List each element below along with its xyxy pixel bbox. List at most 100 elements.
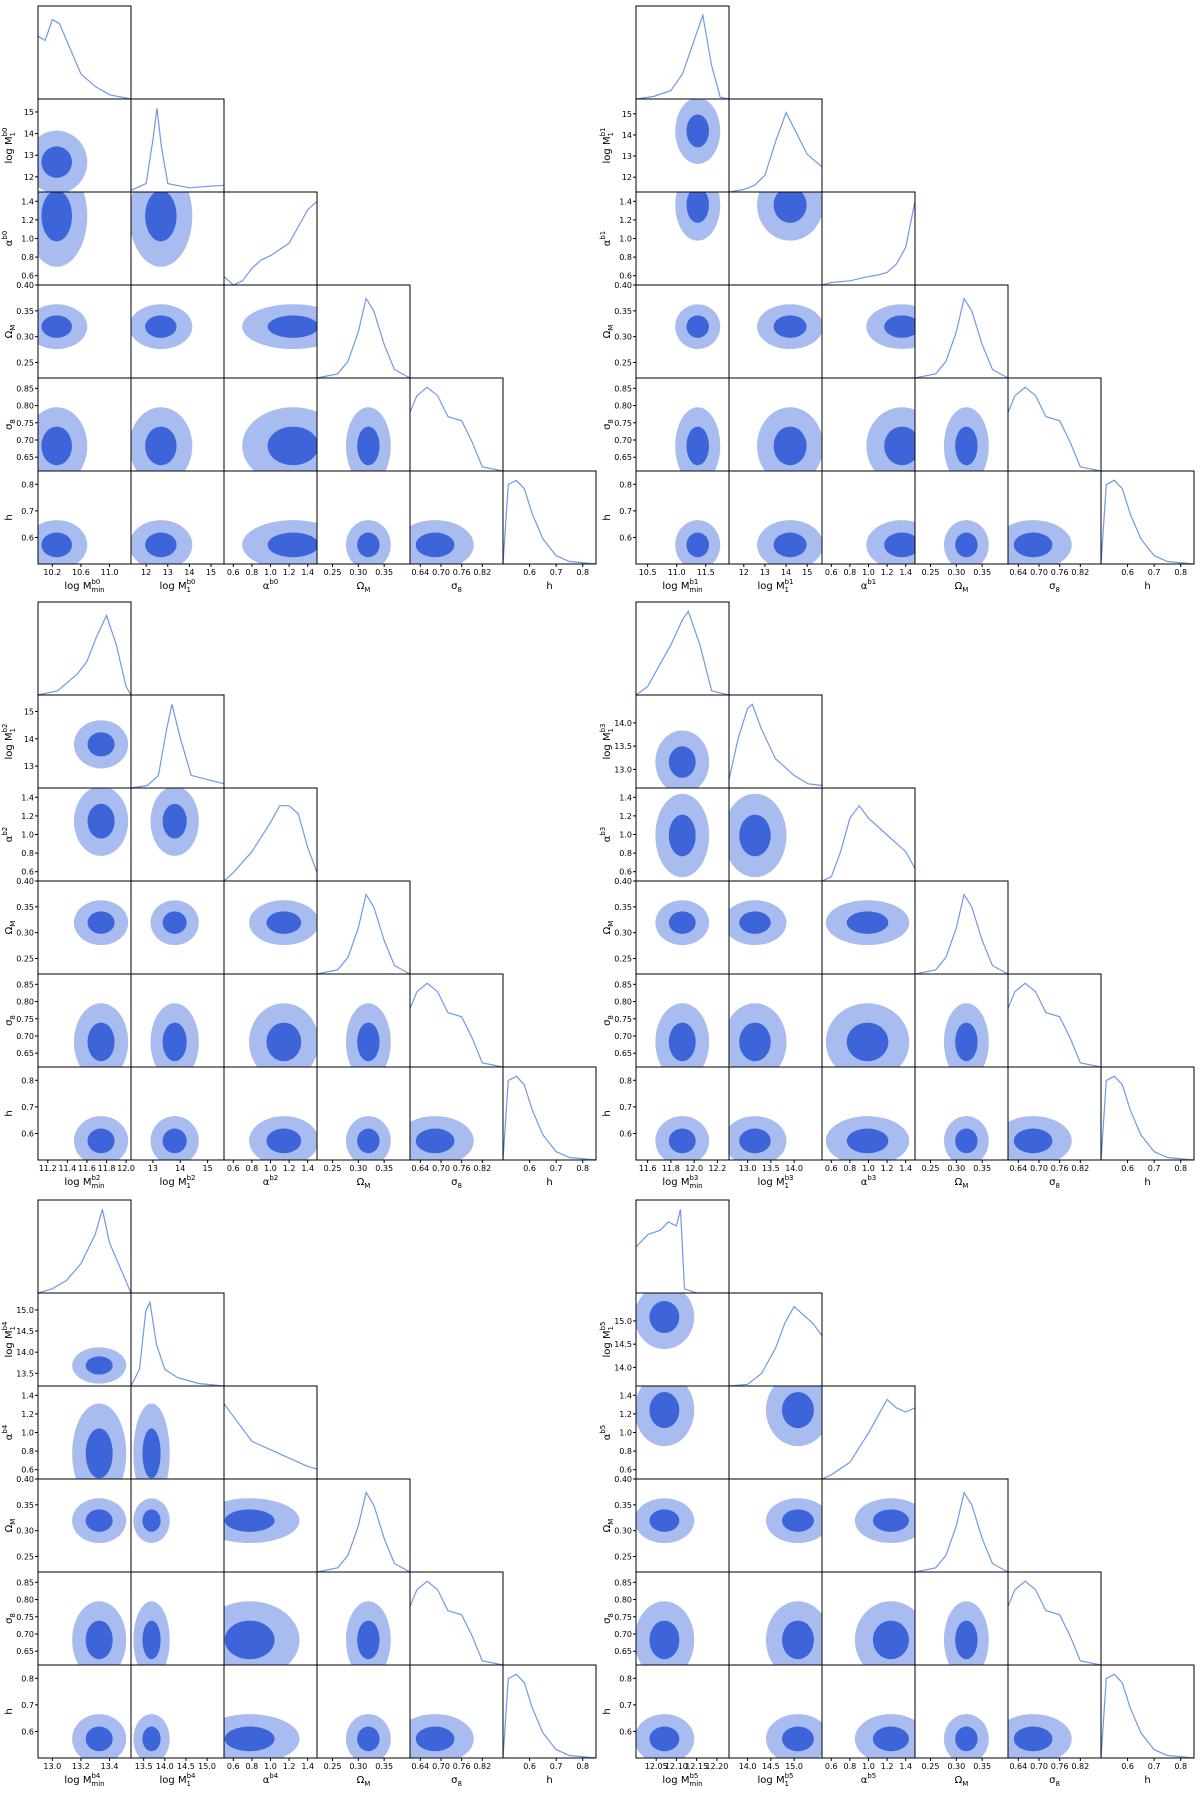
- panel: [242, 407, 317, 471]
- panel: [866, 520, 915, 564]
- panel: [729, 1305, 822, 1386]
- label-base: α: [861, 1177, 868, 1188]
- panel-frame: [409, 973, 504, 1068]
- contour-inner: [884, 315, 915, 338]
- y-tick-label: 1.4: [21, 793, 34, 802]
- y-tick-label: 0.65: [16, 453, 34, 462]
- contour-inner: [87, 803, 115, 839]
- y-tick-label: 0.6: [21, 868, 34, 877]
- x-tick-label: 0.8: [576, 568, 589, 577]
- contour-inner: [145, 315, 177, 338]
- contour-inner: [668, 911, 696, 934]
- panel: [150, 900, 199, 946]
- axis-label: σ8: [1049, 581, 1060, 594]
- x-tick-label: 13.5: [762, 1164, 780, 1173]
- y-tick-label: 0.70: [614, 1032, 632, 1041]
- panel: [636, 1601, 695, 1665]
- contour-inner: [357, 1022, 380, 1062]
- x-tick-label: 0.35: [973, 1762, 991, 1771]
- panel-frame: [1007, 973, 1102, 1068]
- density-curve: [224, 200, 317, 285]
- x-tick-label: 0.6: [523, 568, 536, 577]
- x-tick-label: 1.0: [862, 1164, 875, 1173]
- y-tick-label: 1.2: [21, 1410, 34, 1419]
- y-tick-label: 0.30: [16, 333, 34, 342]
- label-sub: 8: [457, 1780, 461, 1788]
- label-sub: 8: [607, 1613, 615, 1617]
- axis-label: αb0: [1, 231, 15, 247]
- panel: [72, 1403, 127, 1479]
- x-tick-label: 1.2: [881, 1164, 894, 1173]
- label-sup: b1: [785, 578, 794, 586]
- axis-label: log Mb0 min: [64, 578, 104, 594]
- label-base: h: [1144, 1775, 1150, 1786]
- panel: [345, 407, 391, 471]
- density-curve: [317, 296, 410, 378]
- panel: [131, 1300, 224, 1386]
- axis-label: αb1: [861, 578, 877, 592]
- axis-label: αb3: [861, 1174, 877, 1188]
- y-tick-label: 0.25: [614, 955, 632, 964]
- axis-label: h: [546, 1177, 552, 1188]
- x-tick-label: 0.7: [1148, 568, 1161, 577]
- x-tick-label: 0.8: [246, 1164, 259, 1173]
- label-base: Ω: [955, 1775, 963, 1786]
- contour-inner: [1013, 1726, 1053, 1752]
- label-sub: min: [689, 1182, 702, 1190]
- panel-frame: [130, 1292, 225, 1387]
- density-curve: [822, 1398, 915, 1479]
- panel-frame: [409, 1571, 504, 1666]
- label-base: σ: [602, 1617, 613, 1624]
- label-sup: b0: [1, 128, 9, 137]
- label-base: Ω: [4, 1524, 15, 1532]
- label-sub: M: [607, 325, 615, 331]
- y-tick-label: 12: [24, 173, 34, 182]
- y-tick-label: 1.2: [21, 812, 34, 821]
- label-sup: b3: [785, 1174, 794, 1182]
- y-tick-label: 0.85: [16, 384, 34, 393]
- y-tick-label: 0.8: [619, 849, 632, 858]
- panel: [72, 1498, 127, 1544]
- axis-label: h: [1144, 581, 1150, 592]
- y-tick-label: 13.0: [614, 765, 632, 774]
- panel: [38, 520, 88, 564]
- contour-inner: [145, 192, 177, 242]
- panel: [249, 1116, 317, 1160]
- label-sub: 1: [186, 586, 190, 594]
- x-tick-label: 13.4: [101, 1762, 119, 1771]
- density-curve: [317, 1490, 410, 1572]
- panel-frame: [728, 694, 823, 789]
- density-curve: [503, 1075, 596, 1160]
- contour-inner: [955, 532, 978, 558]
- panel: [729, 1003, 787, 1067]
- panel: [675, 407, 721, 471]
- x-tick-label: 0.70: [1030, 568, 1048, 577]
- contour-inner: [739, 1022, 771, 1062]
- panel-frame: [821, 191, 916, 286]
- density-curve: [503, 479, 596, 564]
- x-tick-label: 14.5: [762, 1762, 780, 1771]
- label-sub: M: [364, 1182, 370, 1190]
- contour-inner: [668, 746, 696, 778]
- label-sup: b2: [187, 1174, 196, 1182]
- x-tick-label: 1.4: [899, 1762, 912, 1771]
- x-tick-label: 14: [175, 1164, 185, 1173]
- contour-inner: [884, 426, 915, 466]
- y-tick-label: 0.25: [16, 1553, 34, 1562]
- panel: [1008, 1116, 1072, 1160]
- panel: [1008, 520, 1072, 564]
- label-base: Ω: [4, 926, 15, 934]
- label-base: h: [602, 1708, 613, 1714]
- axis-label: αb4: [1, 1424, 15, 1440]
- y-tick-label: 0.75: [16, 1613, 34, 1622]
- panel-frame: [914, 284, 1009, 379]
- label-sub: M: [962, 1182, 968, 1190]
- panel: [757, 192, 822, 241]
- y-tick-label: 0.25: [614, 1553, 632, 1562]
- panel: [825, 900, 910, 946]
- label-base: σ: [1049, 1775, 1056, 1786]
- x-tick-label: 0.64: [411, 568, 429, 577]
- contour-inner: [41, 192, 72, 242]
- contour-inner: [781, 1509, 814, 1532]
- y-tick-label: 14.0: [16, 1348, 34, 1357]
